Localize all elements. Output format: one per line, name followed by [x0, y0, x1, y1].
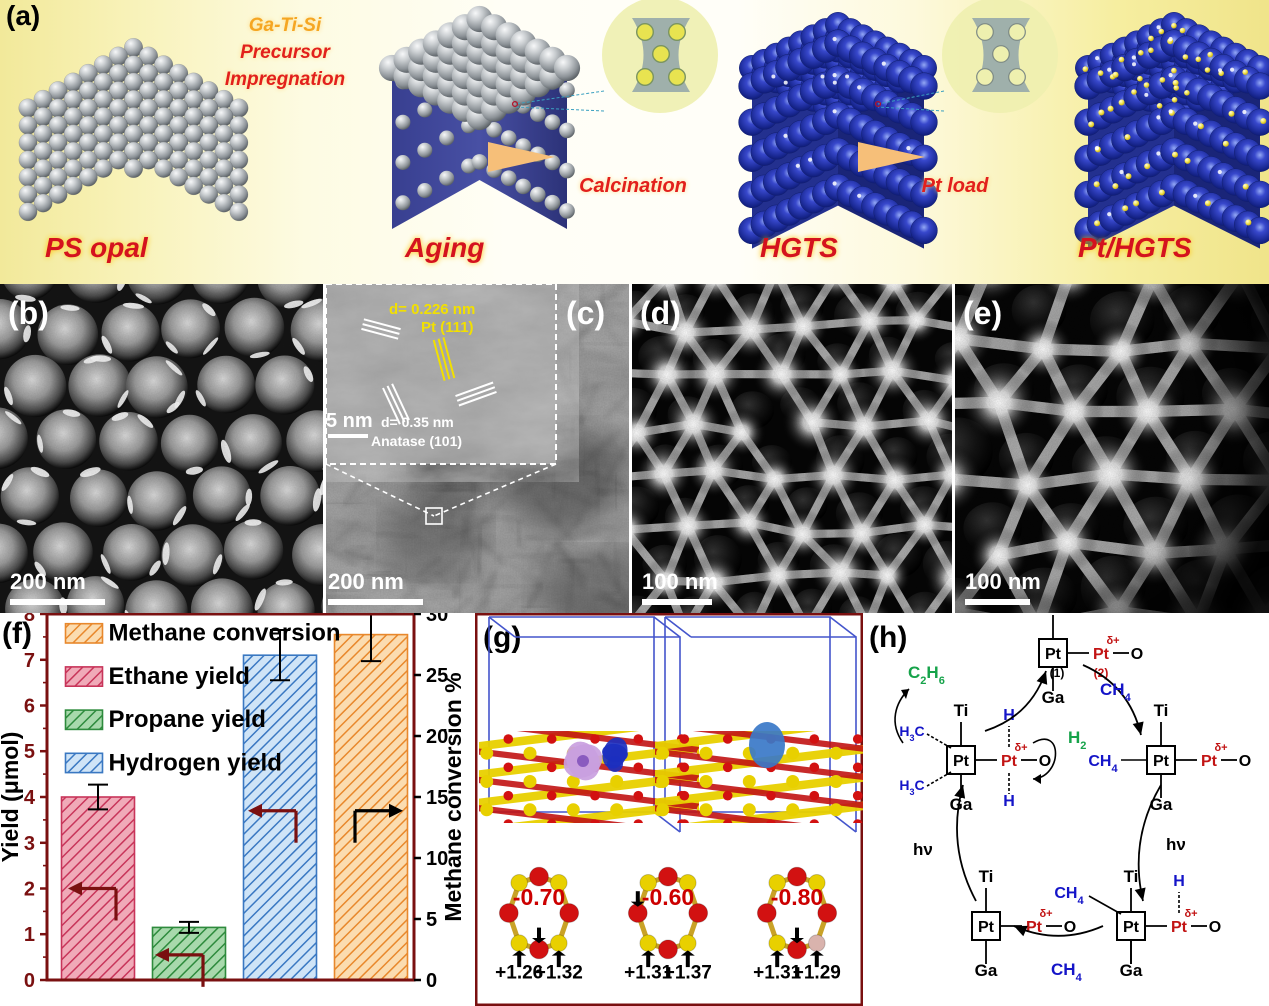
svg-text:-0.60: -0.60 — [642, 884, 694, 910]
svg-text:Pt: Pt — [1093, 646, 1110, 663]
svg-text:H: H — [1003, 793, 1015, 810]
svg-text:(f): (f) — [2, 617, 32, 650]
svg-text:Pt: Pt — [1153, 753, 1170, 770]
svg-text:(1): (1) — [1050, 666, 1065, 680]
svg-text:5: 5 — [426, 909, 437, 931]
svg-text:200 nm: 200 nm — [328, 569, 404, 594]
svg-text:0: 0 — [24, 970, 35, 992]
svg-text:Yield (μmol): Yield (μmol) — [0, 732, 23, 863]
svg-text:Pt: Pt — [1123, 919, 1140, 936]
svg-text:Hydrogen yield: Hydrogen yield — [109, 749, 282, 776]
svg-text:Propane yield: Propane yield — [109, 706, 266, 733]
svg-text:6: 6 — [24, 696, 35, 718]
svg-text:Methane conversion: Methane conversion — [109, 620, 341, 647]
svg-text:Ti: Ti — [954, 701, 969, 720]
svg-text:Pt: Pt — [978, 919, 995, 936]
svg-text:δ+: δ+ — [1014, 742, 1027, 754]
svg-text:0: 0 — [426, 970, 437, 992]
svg-text:Pt: Pt — [1201, 753, 1218, 770]
svg-text:Ga: Ga — [1042, 688, 1065, 707]
svg-text:O: O — [1039, 753, 1051, 770]
svg-text:O: O — [1239, 753, 1251, 770]
svg-text:5: 5 — [24, 741, 35, 763]
svg-text:3: 3 — [24, 833, 35, 855]
svg-text:5 nm: 5 nm — [326, 410, 373, 432]
svg-text:1: 1 — [24, 924, 35, 946]
svg-text:100 nm: 100 nm — [642, 569, 718, 594]
svg-text:O: O — [1131, 646, 1143, 663]
svg-text:hν: hν — [1166, 835, 1186, 854]
svg-text:Pt: Pt — [1001, 753, 1018, 770]
svg-text:Ethane yield: Ethane yield — [109, 663, 250, 690]
svg-text:Pt: Pt — [1045, 646, 1062, 663]
svg-text:(d): (d) — [640, 295, 681, 331]
svg-text:+1.29: +1.29 — [793, 963, 841, 984]
svg-text:Ga: Ga — [950, 795, 973, 814]
svg-text:(c): (c) — [566, 295, 605, 331]
svg-text:7: 7 — [24, 650, 35, 672]
svg-text:δ+: δ+ — [1214, 742, 1227, 754]
svg-text:Methane conversion %: Methane conversion % — [440, 672, 466, 921]
svg-text:+1.32: +1.32 — [535, 963, 583, 984]
svg-text:d= 0.35 nm: d= 0.35 nm — [381, 414, 454, 430]
svg-text:2: 2 — [24, 879, 35, 901]
svg-text:Ti: Ti — [979, 867, 994, 886]
svg-text:4: 4 — [24, 787, 36, 809]
svg-text:H: H — [1173, 873, 1185, 890]
svg-text:Pt: Pt — [1171, 919, 1188, 936]
svg-text:-0.80: -0.80 — [771, 884, 823, 910]
svg-text:δ+: δ+ — [1106, 635, 1119, 647]
svg-text:δ+: δ+ — [1039, 908, 1052, 920]
svg-text:O: O — [1064, 919, 1076, 936]
svg-text:100 nm: 100 nm — [965, 569, 1041, 594]
svg-text:Pt (111): Pt (111) — [421, 319, 474, 336]
svg-text:(b): (b) — [8, 295, 49, 331]
svg-text:30: 30 — [426, 613, 448, 626]
svg-text:200 nm: 200 nm — [10, 569, 86, 594]
svg-text:+1.37: +1.37 — [664, 963, 712, 984]
svg-text:O: O — [1209, 919, 1221, 936]
svg-text:Ti: Ti — [1154, 701, 1169, 720]
svg-text:d= 0.226 nm: d= 0.226 nm — [389, 301, 475, 318]
svg-text:(h): (h) — [869, 621, 907, 654]
svg-text:(e): (e) — [963, 295, 1002, 331]
svg-text:Ti: Ti — [1124, 867, 1139, 886]
svg-text:Anatase (101): Anatase (101) — [371, 433, 462, 449]
svg-text:Pt: Pt — [953, 753, 970, 770]
svg-text:δ+: δ+ — [1184, 908, 1197, 920]
svg-text:Ga: Ga — [975, 961, 998, 980]
svg-text:-0.70: -0.70 — [513, 884, 565, 910]
svg-text:hν: hν — [913, 840, 933, 859]
